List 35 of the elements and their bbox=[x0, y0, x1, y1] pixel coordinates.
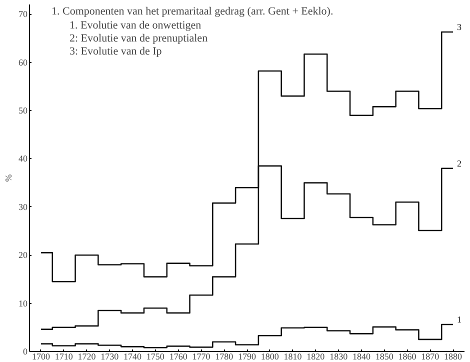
x-tick-label: 1730 bbox=[100, 352, 120, 362]
y-axis-title: % bbox=[4, 174, 14, 182]
x-tick-label: 1700 bbox=[32, 352, 50, 362]
x-tick-label: 1780 bbox=[215, 352, 234, 362]
x-tick-label: 1810 bbox=[284, 352, 302, 362]
x-tick-label: 1840 bbox=[352, 352, 371, 362]
x-tick-label: 1820 bbox=[306, 352, 326, 362]
x-tick-label: 1830 bbox=[330, 352, 348, 362]
x-tick-label: 1790 bbox=[238, 352, 256, 362]
x-tick-label: 1740 bbox=[124, 352, 142, 362]
x-tick-label: 1880 bbox=[444, 352, 463, 362]
y-tick-label: 20 bbox=[18, 250, 28, 260]
x-tick-label: 1710 bbox=[54, 352, 74, 362]
y-tick-label: 60 bbox=[18, 57, 28, 68]
y-tick-label: 50 bbox=[18, 106, 28, 116]
series-label: 1 bbox=[457, 314, 462, 325]
annotation: 3: Evolutie van de Ip bbox=[70, 46, 162, 58]
x-tick-label: 1750 bbox=[146, 352, 165, 362]
y-tick-label: 30 bbox=[18, 202, 28, 212]
x-tick-label: 1850 bbox=[375, 352, 394, 362]
x-tick-label: 1720 bbox=[78, 352, 96, 362]
y-tick-label: 70 bbox=[18, 9, 28, 20]
x-tick-label: 1860 bbox=[398, 352, 417, 362]
y-tick-label: 10 bbox=[18, 298, 28, 308]
y-tick-label: 0 bbox=[23, 346, 28, 356]
chart-title: 1. Componenten van het premaritaal gedrag (arr. Gent + Eeklo). bbox=[52, 6, 334, 18]
x-tick-label: 1870 bbox=[421, 352, 440, 362]
series-label: 3 bbox=[457, 22, 462, 32]
y-tick-label: 40 bbox=[18, 154, 28, 164]
series-label: 2 bbox=[457, 158, 462, 168]
x-tick-label: 1800 bbox=[260, 352, 280, 362]
x-tick-label: 1770 bbox=[192, 352, 211, 362]
annotation: 1. Evolutie van de onwettigen bbox=[70, 20, 202, 32]
annotation: 2: Evolutie van de prenuptialen bbox=[70, 32, 208, 44]
x-tick-label: 1760 bbox=[169, 352, 188, 362]
